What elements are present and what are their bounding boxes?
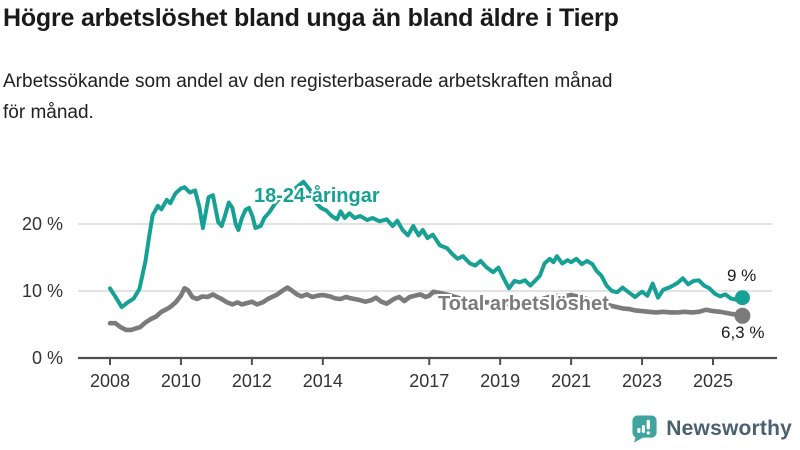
page-title: Högre arbetslöshet bland unga än bland ä… bbox=[3, 4, 619, 32]
logo-bar-small bbox=[637, 428, 641, 433]
series-line-total bbox=[107, 285, 745, 333]
x-tick-label-2023: 2023 bbox=[622, 371, 662, 391]
x-tick-label-2017: 2017 bbox=[409, 371, 449, 391]
logo-bar-tall bbox=[642, 425, 646, 433]
series-label-18-24: 18-24-åringar bbox=[254, 185, 380, 207]
x-tick-label-2010: 2010 bbox=[161, 371, 201, 391]
end-dot-young bbox=[734, 290, 750, 306]
subtitle-line-2: för månad. bbox=[3, 102, 94, 123]
end-value-label-total: 6,3 % bbox=[721, 323, 765, 342]
end-dot-total bbox=[734, 307, 751, 324]
x-tick-label-2025: 2025 bbox=[693, 371, 733, 391]
x-tick-label-2019: 2019 bbox=[480, 371, 520, 391]
newsworthy-logo: Newsworthy bbox=[630, 413, 792, 444]
series-line-young bbox=[108, 179, 745, 310]
end-value-label-18-24: 9 % bbox=[727, 266, 757, 285]
x-tick-label-2014: 2014 bbox=[303, 371, 343, 391]
y-tick-label-20: 20 % bbox=[22, 214, 63, 234]
subtitle-line-1: Arbetssökande som andel av den registerb… bbox=[3, 71, 613, 92]
y-tick-label-10: 10 % bbox=[22, 281, 63, 301]
logo-exclamation-dot bbox=[646, 431, 651, 435]
logo-exclamation-stem bbox=[646, 419, 651, 430]
series-label-total: Total arbetslöshet bbox=[438, 293, 609, 315]
x-tick-label-2012: 2012 bbox=[232, 371, 272, 391]
chart-subtitle: Arbetssökande som andel av den registerb… bbox=[3, 66, 612, 128]
y-tick-label-0: 0 % bbox=[32, 348, 63, 368]
newsworthy-wordmark: Newsworthy bbox=[666, 416, 792, 440]
x-tick-label-2021: 2021 bbox=[551, 371, 591, 391]
newsworthy-logo-icon bbox=[632, 415, 657, 443]
x-tick-label-2008: 2008 bbox=[90, 371, 130, 391]
